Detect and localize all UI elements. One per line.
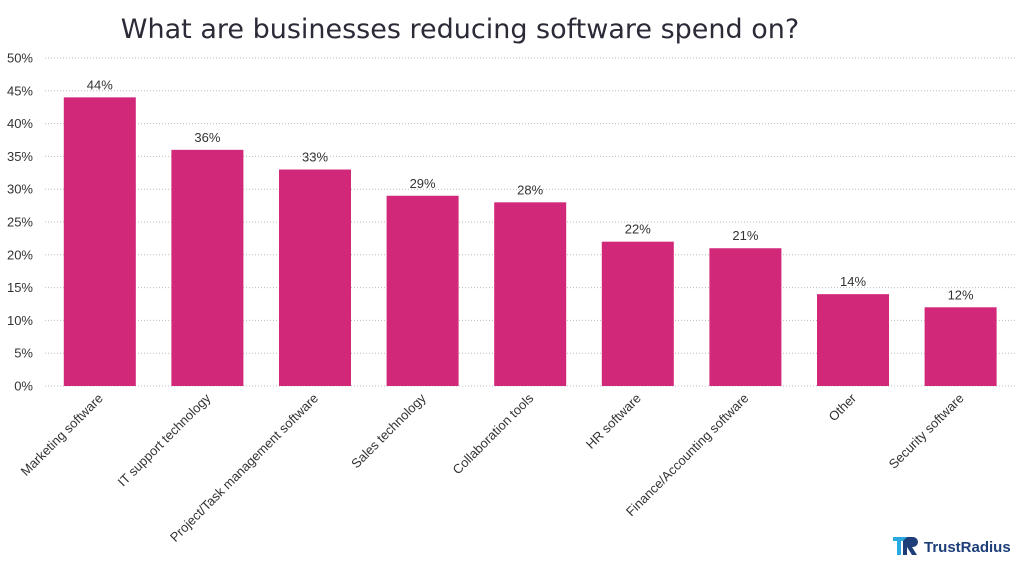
x-tick-label: Collaboration tools [450,390,537,477]
y-tick-label: 35% [7,149,33,164]
bar [386,195,459,386]
y-tick-label: 50% [7,51,33,66]
data-label: 28% [517,182,543,197]
y-tick-label: 30% [7,182,33,197]
x-tick-label: Security software [886,391,967,472]
data-label: 21% [732,228,758,243]
data-label: 33% [302,150,328,165]
y-tick-label: 25% [7,215,33,230]
x-tick-label: Marketing software [18,391,106,479]
bar [924,307,997,386]
data-label: 14% [840,274,866,289]
data-label: 44% [87,77,113,92]
y-tick-label: 15% [7,280,33,295]
data-label: 36% [194,130,220,145]
y-tick-label: 10% [7,313,33,328]
trustradius-mark-icon [893,537,918,555]
x-tick-label: Other [826,390,860,424]
chart-title: What are businesses reducing software sp… [121,14,799,45]
x-tick-label: Finance/Accounting software [623,391,752,520]
bar [279,169,351,386]
data-label: 29% [410,176,436,191]
y-axis-ticks: 0% 5% 10% 15% 20% 25% 30% 35% 40% 45% 50% [7,51,33,394]
y-tick-label: 5% [14,346,33,361]
y-tick-label: 40% [7,116,33,131]
y-tick-label: 45% [7,83,33,98]
data-labels: 44% 36% 33% 29% 28% 22% 21% 14% 12% [87,77,974,302]
x-axis-labels: Marketing software IT support technologyP… [18,390,967,545]
y-tick-label: 0% [14,379,33,394]
bar [63,97,136,387]
x-tick-label: HR software [583,391,644,452]
trustradius-logo: TrustRadius [893,537,1011,556]
y-tick-label: 20% [7,247,33,262]
brand-name: TrustRadius [924,539,1011,556]
x-tick-label: IT support technology [115,390,214,489]
x-tick-label: Sales technology [348,390,429,471]
bar [601,241,674,386]
bar [171,149,244,386]
bar [709,248,782,386]
bar [817,294,889,386]
bars [63,97,997,387]
data-label: 22% [625,222,651,237]
data-label: 12% [948,287,974,302]
bar [494,202,567,386]
